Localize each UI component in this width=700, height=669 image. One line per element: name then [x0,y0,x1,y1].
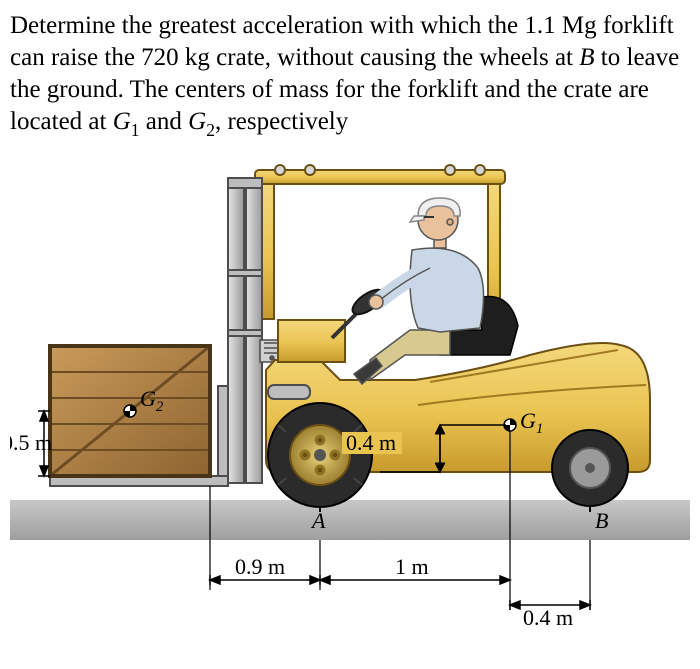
symbol-G1-inline: G [113,108,131,135]
label-a: A [310,508,326,533]
wheel-front [268,403,372,507]
label-b: B [595,508,608,533]
problem-statement: Determine the greatest acceleration with… [10,10,690,140]
page-root: Determine the greatest acceleration with… [0,0,700,669]
wheel-rear [552,430,628,506]
dim-fork-to-a-text: 0.9 m [235,554,285,579]
problem-text-run-4: , respectively [215,108,348,135]
symbol-G2-inline: G [188,108,206,135]
cowl [278,320,345,362]
dim-crate-half-height-text: 0.5 m [10,430,52,455]
cg-marker-g2 [124,405,136,417]
dim-a-to-g1-text: 1 m [395,554,429,579]
symbol-G1-sub-inline: 1 [131,120,140,140]
figure-svg: G2 [10,150,690,630]
dim-g1-height-text: 0.4 m [346,430,396,455]
problem-text-run-3: and [140,108,189,135]
symbol-B-inline: B [579,44,594,71]
problem-text-run-1: Determine the greatest acceleration with… [10,12,674,71]
symbol-G2-sub-inline: 2 [206,120,215,140]
forklift-figure: G2 [10,150,690,630]
dim-g1-to-b-text: 0.4 m [523,605,573,630]
mast [228,178,262,483]
